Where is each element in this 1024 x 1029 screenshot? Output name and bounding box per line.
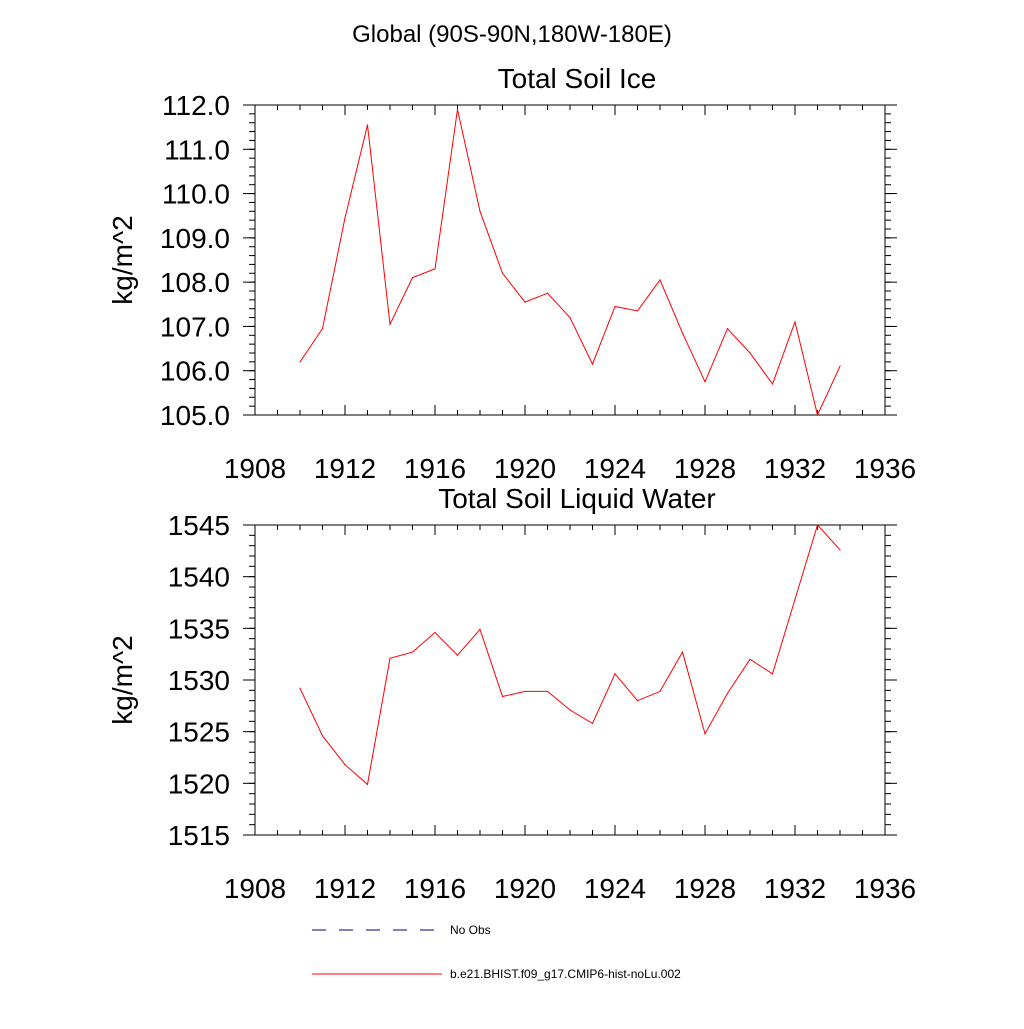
data-point-liquid bbox=[411, 651, 414, 653]
plot-frame-ice bbox=[254, 104, 886, 416]
x-tick-label-liquid: 1920 bbox=[494, 873, 556, 904]
data-point-liquid bbox=[704, 733, 706, 735]
data-point-liquid bbox=[434, 631, 436, 634]
plot-frame-liquid bbox=[254, 524, 886, 836]
data-point-liquid bbox=[794, 598, 796, 601]
figure-suptitle: Global (90S-90N,180W-180E) bbox=[352, 21, 672, 48]
data-point-liquid bbox=[591, 722, 594, 725]
data-point-liquid bbox=[344, 764, 346, 766]
data-point-ice bbox=[569, 316, 571, 319]
data-point-ice bbox=[704, 381, 706, 383]
data-point-liquid bbox=[749, 658, 751, 660]
data-point-ice bbox=[389, 323, 391, 325]
series-line-ice bbox=[299, 109, 841, 417]
x-tick-label-ice: 1920 bbox=[494, 453, 556, 484]
series-line-liquid bbox=[299, 524, 841, 786]
data-point-ice bbox=[659, 279, 661, 281]
y-tick-label-ice: 105.0 bbox=[160, 400, 230, 431]
data-point-liquid bbox=[659, 690, 661, 692]
x-tick-label-ice: 1912 bbox=[314, 453, 376, 484]
panel-total-soil-liquid-water: 1908 1912 1916 1920 1924 1928 1932 1936 1515 1520… bbox=[107, 483, 916, 904]
data-point-ice bbox=[839, 365, 841, 367]
x-tick-label-ice: 1936 bbox=[854, 453, 916, 484]
y-tick-label-liquid: 1525 bbox=[168, 717, 230, 748]
data-point-liquid bbox=[839, 549, 841, 551]
x-tick-label-liquid: 1932 bbox=[764, 873, 826, 904]
data-point-ice bbox=[411, 277, 414, 279]
data-point-ice bbox=[614, 305, 616, 308]
x-tick-label-ice: 1928 bbox=[674, 453, 736, 484]
legend-no-obs-label: No Obs bbox=[450, 923, 491, 937]
x-tick-label-ice: 1916 bbox=[404, 453, 466, 484]
data-point-ice bbox=[479, 210, 481, 212]
chart-title-liquid: Total Soil Liquid Water bbox=[438, 483, 716, 514]
y-tick-label-liquid: 1515 bbox=[168, 820, 230, 851]
y-tick-label-ice: 107.0 bbox=[160, 311, 230, 342]
data-point-liquid bbox=[816, 524, 819, 526]
y-tick-label-liquid: 1535 bbox=[168, 613, 230, 644]
x-tick-label-liquid: 1912 bbox=[314, 873, 376, 904]
data-point-ice bbox=[726, 328, 729, 330]
chart-title-ice: Total Soil Ice bbox=[498, 63, 657, 94]
data-point-ice bbox=[749, 352, 751, 354]
data-point-ice bbox=[524, 301, 526, 303]
data-point-ice bbox=[794, 321, 796, 323]
data-point-liquid bbox=[524, 690, 526, 692]
data-point-ice bbox=[366, 124, 369, 126]
y-axis-label-ice: kg/m^2 bbox=[107, 215, 138, 304]
data-point-liquid bbox=[614, 673, 616, 675]
data-point-ice bbox=[321, 328, 324, 330]
legend-model-label: b.e21.BHIST.f09_g17.CMIP6-hist-noLu.002 bbox=[450, 967, 681, 981]
data-point-liquid bbox=[456, 654, 459, 656]
x-tick-label-liquid: 1928 bbox=[674, 873, 736, 904]
data-point-liquid bbox=[366, 783, 369, 785]
x-tick-label-ice: 1924 bbox=[584, 453, 646, 484]
data-point-liquid bbox=[546, 690, 549, 692]
data-point-liquid bbox=[389, 657, 391, 659]
data-point-liquid bbox=[636, 700, 639, 702]
y-axis-label-liquid: kg/m^2 bbox=[107, 635, 138, 724]
y-tick-label-liquid: 1530 bbox=[168, 665, 230, 696]
data-point-liquid bbox=[299, 687, 301, 689]
data-point-liquid bbox=[771, 673, 774, 675]
data-point-ice bbox=[456, 108, 459, 111]
data-point-ice bbox=[501, 272, 504, 274]
data-point-ice bbox=[299, 361, 301, 363]
y-tick-label-ice: 110.0 bbox=[162, 179, 230, 210]
y-tick-label-liquid: 1540 bbox=[168, 562, 230, 593]
data-point-ice bbox=[771, 383, 774, 385]
data-point-liquid bbox=[726, 692, 729, 695]
data-point-liquid bbox=[569, 709, 571, 711]
y-tick-label-liquid: 1545 bbox=[168, 510, 230, 541]
data-point-ice bbox=[344, 217, 346, 219]
panel-total-soil-ice: 1908 1912 1916 1920 1924 1928 1932 1936 105.0 106… bbox=[107, 63, 916, 484]
data-point-liquid bbox=[321, 735, 324, 737]
data-point-ice bbox=[434, 268, 436, 270]
x-tick-label-liquid: 1924 bbox=[584, 873, 646, 904]
x-tick-label-ice: 1932 bbox=[764, 453, 826, 484]
y-tick-label-ice: 109.0 bbox=[160, 223, 230, 254]
data-point-liquid bbox=[479, 628, 481, 630]
x-tick-label-liquid: 1916 bbox=[404, 873, 466, 904]
x-tick-label-liquid: 1936 bbox=[854, 873, 916, 904]
data-point-ice bbox=[681, 332, 684, 334]
y-tick-label-ice: 106.0 bbox=[160, 356, 230, 387]
data-point-liquid bbox=[681, 651, 684, 653]
data-point-ice bbox=[591, 363, 594, 365]
y-tick-label-ice: 111.0 bbox=[164, 134, 230, 165]
data-point-liquid bbox=[501, 695, 504, 698]
x-tick-label-ice: 1908 bbox=[224, 453, 286, 484]
y-tick-label-liquid: 1520 bbox=[168, 768, 230, 799]
y-tick-label-ice: 112.0 bbox=[162, 90, 230, 121]
data-point-ice bbox=[636, 310, 639, 312]
data-point-ice bbox=[816, 414, 819, 416]
x-tick-label-liquid: 1908 bbox=[224, 873, 286, 904]
legend: No Obs b.e21.BHIST.f09_g17.CMIP6-hist-no… bbox=[312, 923, 681, 981]
y-tick-label-ice: 108.0 bbox=[160, 267, 230, 298]
data-point-ice bbox=[546, 292, 549, 294]
